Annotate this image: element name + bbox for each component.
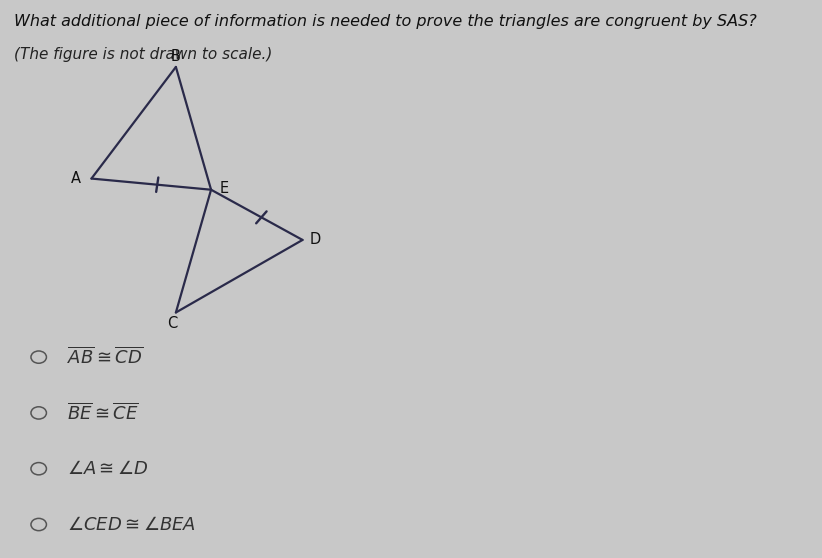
Text: $\angle CED \cong \angle BEA$: $\angle CED \cong \angle BEA$ <box>67 516 196 533</box>
Text: $\overline{AB} \cong \overline{CD}$: $\overline{AB} \cong \overline{CD}$ <box>67 347 143 368</box>
Text: C: C <box>167 316 178 331</box>
Text: E: E <box>219 181 229 195</box>
Text: A: A <box>71 171 81 186</box>
Text: $\overline{BE} \cong \overline{CE}$: $\overline{BE} \cong \overline{CE}$ <box>67 402 139 424</box>
Text: (The figure is not drawn to scale.): (The figure is not drawn to scale.) <box>14 47 272 62</box>
Text: D: D <box>310 233 321 247</box>
Text: What additional piece of information is needed to prove the triangles are congru: What additional piece of information is … <box>14 14 757 29</box>
Text: $\angle A \cong \angle D$: $\angle A \cong \angle D$ <box>67 460 149 478</box>
Text: B: B <box>171 50 181 64</box>
